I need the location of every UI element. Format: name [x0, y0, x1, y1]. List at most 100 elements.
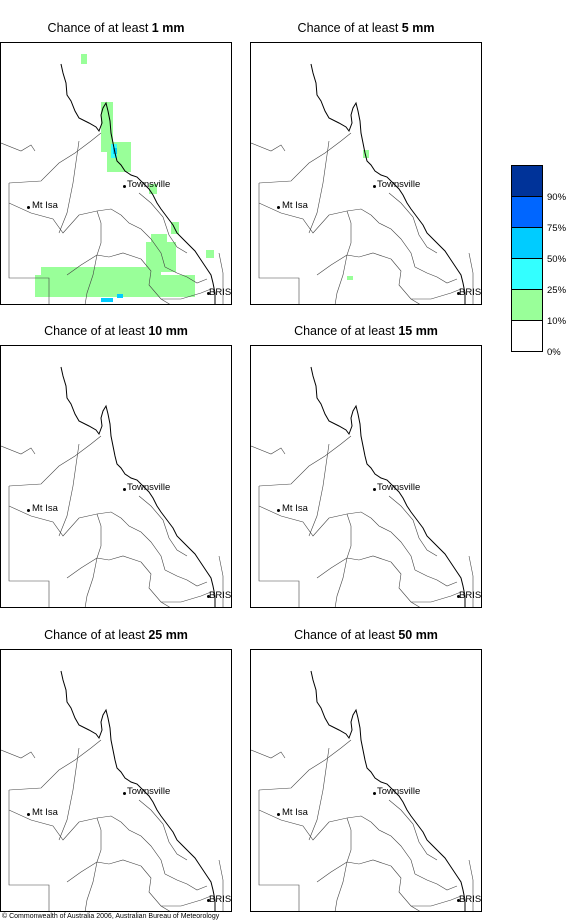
legend-swatch-top [511, 165, 543, 196]
coastline [60, 366, 216, 607]
townsville-marker [123, 488, 126, 491]
townsville-marker [123, 792, 126, 795]
district-boundary [164, 569, 208, 587]
coastline [310, 366, 466, 607]
district-boundary [258, 790, 300, 911]
rain-probability-cell [151, 234, 167, 244]
district-boundary [468, 555, 474, 607]
map-10mm: Townsville Mt Isa BRIS [0, 345, 232, 608]
base-map [251, 63, 474, 304]
district-boundary [96, 513, 142, 563]
rain-probability-cell [81, 54, 87, 64]
rain-probability-cell [117, 294, 123, 298]
district-boundary [414, 569, 458, 587]
district-boundary [120, 517, 166, 571]
coastline [310, 63, 466, 304]
district-boundary [414, 266, 458, 284]
townsville-label: Townsville [127, 786, 171, 797]
district-boundary [66, 557, 98, 579]
district-boundary [8, 435, 102, 487]
rain-probability-cell [363, 150, 369, 158]
district-boundary [370, 821, 416, 875]
district-boundary [8, 790, 50, 911]
district-boundary [1, 749, 36, 759]
district-boundary [316, 557, 348, 579]
district-boundary [161, 591, 212, 603]
rain-probability-cell [146, 242, 176, 272]
district-boundary [218, 252, 224, 304]
district-boundary [258, 739, 352, 791]
district-boundary [140, 561, 170, 607]
rain-probability-cell [101, 298, 113, 302]
mt-isa-label: Mt Isa [32, 503, 58, 514]
district-boundary [388, 799, 438, 861]
mt-isa-marker [277, 206, 280, 209]
district-boundary [140, 865, 170, 911]
district-boundary [138, 495, 188, 557]
rain-probability-cell [149, 184, 157, 194]
district-boundary [258, 809, 372, 841]
district-boundary [138, 192, 188, 254]
district-boundary [334, 861, 348, 911]
brisbane-marker [207, 595, 210, 598]
panel-title: Chance of at least 5 mm [297, 21, 435, 35]
mt-isa-marker [277, 813, 280, 816]
district-boundary [346, 513, 392, 563]
district-boundary [164, 873, 208, 891]
district-boundary [346, 817, 392, 867]
brisbane-marker [457, 292, 460, 295]
rain-probability-cell [347, 276, 353, 280]
brisbane-label: BRIS [459, 590, 482, 601]
district-boundary [390, 561, 420, 607]
district-boundary [258, 435, 352, 487]
district-boundary [161, 288, 212, 300]
district-boundary [308, 747, 330, 841]
rain-probability-cell [107, 142, 131, 172]
probability-legend: 90% 75% 50% 25% 10% 0% [511, 165, 570, 358]
district-boundary [96, 210, 142, 260]
district-boundary [251, 749, 286, 759]
district-boundary [161, 895, 212, 907]
legend-label-75: 75% [547, 223, 567, 234]
coastline [60, 63, 216, 304]
brisbane-label: BRIS [209, 894, 232, 905]
district-boundary [218, 555, 224, 607]
copyright-notice: © Commonwealth of Australia 2006, Austra… [2, 913, 220, 920]
mt-isa-label: Mt Isa [282, 503, 308, 514]
district-boundary [308, 140, 330, 234]
mt-isa-marker [27, 813, 30, 816]
mt-isa-marker [27, 206, 30, 209]
district-boundary [66, 254, 98, 276]
rain-probability-cell [206, 250, 214, 258]
brisbane-marker [207, 899, 210, 902]
panel-title: Chance of at least 1 mm [47, 21, 185, 35]
brisbane-marker [207, 292, 210, 295]
coastline [310, 670, 466, 911]
district-boundary [1, 142, 36, 152]
district-boundary [468, 252, 474, 304]
brisbane-marker [457, 595, 460, 598]
district-boundary [218, 859, 224, 911]
brisbane-label: BRIS [459, 894, 482, 905]
district-boundary [164, 266, 208, 284]
district-boundary [388, 192, 438, 254]
legend-swatch-50-25 [511, 258, 543, 289]
brisbane-label: BRIS [209, 590, 232, 601]
mt-isa-marker [27, 509, 30, 512]
legend-label-50: 50% [547, 254, 567, 265]
district-boundary [120, 821, 166, 875]
district-boundary [8, 809, 122, 841]
panel-title: Chance of at least 25 mm [44, 628, 188, 642]
coastline [60, 670, 216, 911]
panel-title: Chance of at least 10 mm [44, 324, 188, 338]
mt-isa-label: Mt Isa [282, 200, 308, 211]
district-boundary [8, 202, 122, 234]
legend-label-90: 90% [547, 192, 567, 203]
district-boundary [1, 445, 36, 455]
district-boundary [390, 258, 420, 304]
district-boundary [308, 443, 330, 537]
district-boundary [84, 254, 98, 304]
map-15mm: Townsville Mt Isa BRIS [250, 345, 482, 608]
district-boundary [8, 132, 102, 184]
district-boundary [8, 739, 102, 791]
